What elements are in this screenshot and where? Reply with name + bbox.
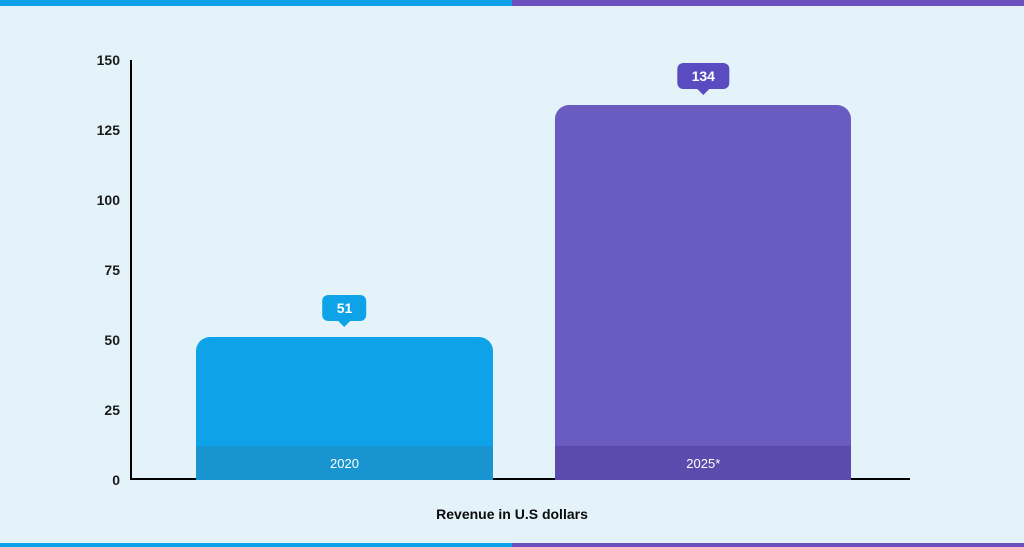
y-tick-label: 125: [97, 122, 120, 138]
chart-frame: 02550751001251502020512025*134 Revenue i…: [0, 0, 1024, 547]
bar-category-label: 2025*: [555, 446, 851, 480]
y-tick-label: 25: [104, 402, 120, 418]
x-axis-title: Revenue in U.S dollars: [436, 506, 588, 522]
bar-category-label: 2020: [196, 446, 492, 480]
bottom-border: [0, 543, 1024, 547]
bar: 202051: [196, 337, 492, 480]
bar-value-badge: 51: [323, 295, 367, 321]
top-border-left: [0, 0, 512, 6]
plot-area: 02550751001251502020512025*134: [130, 60, 910, 480]
y-tick-label: 50: [104, 332, 120, 348]
top-border: [0, 0, 1024, 6]
y-tick-label: 0: [112, 472, 120, 488]
bottom-border-left: [0, 543, 512, 547]
y-axis-line: [130, 60, 132, 480]
y-tick-label: 150: [97, 52, 120, 68]
y-tick-label: 100: [97, 192, 120, 208]
top-border-right: [512, 0, 1024, 6]
bar-value-badge: 134: [678, 63, 729, 89]
y-tick-label: 75: [104, 262, 120, 278]
bar: 2025*134: [555, 105, 851, 480]
bottom-border-right: [512, 543, 1024, 547]
